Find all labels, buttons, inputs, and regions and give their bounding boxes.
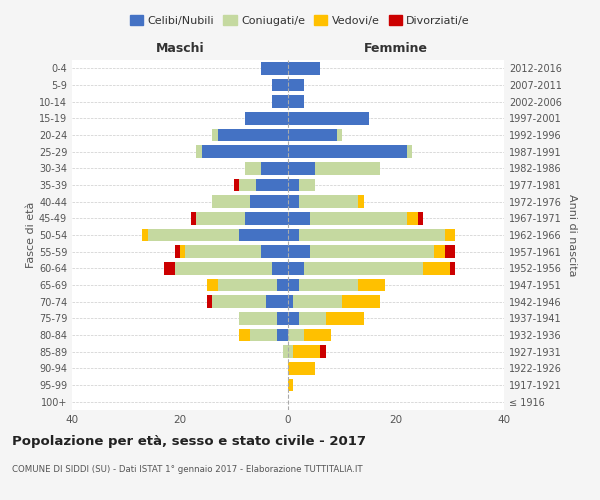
Bar	[196, 212, 245, 224]
Bar	[445, 229, 455, 241]
Bar	[288, 179, 299, 192]
Bar	[299, 196, 358, 208]
Bar	[266, 296, 288, 308]
Bar	[450, 262, 455, 274]
Bar	[358, 196, 364, 208]
Bar	[239, 312, 277, 324]
Bar	[315, 162, 380, 174]
Bar	[202, 146, 288, 158]
Bar	[299, 179, 315, 192]
Bar	[250, 329, 277, 341]
Bar	[261, 162, 288, 174]
Bar	[256, 179, 288, 192]
Bar	[293, 346, 320, 358]
Bar	[288, 262, 304, 274]
Bar	[277, 312, 288, 324]
Bar	[207, 296, 212, 308]
Bar	[304, 329, 331, 341]
Bar	[175, 246, 180, 258]
Bar	[434, 246, 445, 258]
Bar	[288, 212, 310, 224]
Bar	[288, 279, 299, 291]
Bar	[288, 362, 315, 374]
Bar	[239, 329, 250, 341]
Legend: Celibi/Nubili, Coniugati/e, Vedovi/e, Divorziati/e: Celibi/Nubili, Coniugati/e, Vedovi/e, Di…	[125, 10, 475, 30]
Bar	[272, 262, 288, 274]
Bar	[185, 246, 261, 258]
Bar	[288, 96, 304, 108]
Bar	[358, 279, 385, 291]
Bar	[407, 212, 418, 224]
Bar	[212, 196, 250, 208]
Bar	[293, 296, 342, 308]
Bar	[218, 129, 288, 141]
Bar	[245, 212, 288, 224]
Bar	[212, 296, 266, 308]
Bar	[418, 212, 423, 224]
Bar	[196, 146, 202, 158]
Bar	[423, 262, 450, 274]
Bar	[310, 212, 407, 224]
Bar	[239, 179, 256, 192]
Bar	[304, 262, 423, 274]
Bar	[272, 96, 288, 108]
Bar	[445, 246, 455, 258]
Bar	[288, 162, 315, 174]
Text: Popolazione per età, sesso e stato civile - 2017: Popolazione per età, sesso e stato civil…	[12, 435, 366, 448]
Bar	[299, 229, 445, 241]
Bar	[288, 229, 299, 241]
Bar	[288, 246, 310, 258]
Bar	[245, 112, 288, 124]
Bar	[407, 146, 412, 158]
Bar	[288, 196, 299, 208]
Bar	[180, 246, 185, 258]
Bar	[245, 162, 261, 174]
Bar	[239, 229, 288, 241]
Bar	[218, 279, 277, 291]
Bar	[277, 279, 288, 291]
Text: Femmine: Femmine	[364, 42, 428, 55]
Bar	[164, 262, 175, 274]
Bar	[288, 112, 369, 124]
Bar	[212, 129, 218, 141]
Bar	[277, 329, 288, 341]
Text: COMUNE DI SIDDI (SU) - Dati ISTAT 1° gennaio 2017 - Elaborazione TUTTITALIA.IT: COMUNE DI SIDDI (SU) - Dati ISTAT 1° gen…	[12, 465, 362, 474]
Bar	[288, 129, 337, 141]
Bar	[175, 262, 272, 274]
Bar	[283, 346, 288, 358]
Bar	[288, 379, 293, 391]
Bar	[142, 229, 148, 241]
Bar	[326, 312, 364, 324]
Bar	[337, 129, 342, 141]
Bar	[288, 62, 320, 74]
Bar	[288, 346, 293, 358]
Y-axis label: Anni di nascita: Anni di nascita	[567, 194, 577, 276]
Bar	[288, 296, 293, 308]
Bar	[207, 279, 218, 291]
Y-axis label: Fasce di età: Fasce di età	[26, 202, 36, 268]
Bar	[261, 62, 288, 74]
Bar	[288, 79, 304, 92]
Bar	[320, 346, 326, 358]
Text: Maschi: Maschi	[155, 42, 205, 55]
Bar	[148, 229, 239, 241]
Bar	[261, 246, 288, 258]
Bar	[288, 329, 304, 341]
Bar	[234, 179, 239, 192]
Bar	[288, 312, 299, 324]
Bar	[250, 196, 288, 208]
Bar	[299, 279, 358, 291]
Bar	[299, 312, 326, 324]
Bar	[272, 79, 288, 92]
Bar	[191, 212, 196, 224]
Bar	[288, 146, 407, 158]
Bar	[342, 296, 380, 308]
Bar	[310, 246, 434, 258]
